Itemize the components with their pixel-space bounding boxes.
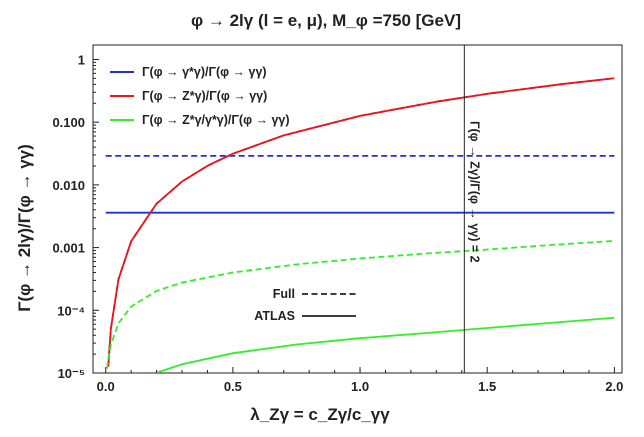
y-tick-label: 0.001 xyxy=(52,241,85,256)
y-tick-label: 0.100 xyxy=(52,115,85,130)
y-tick-label: 10⁻⁴ xyxy=(57,303,85,318)
style-legend-label: Full xyxy=(273,287,295,301)
x-axis-label: λ_Zγ = c_Zγ/c_γγ xyxy=(250,405,390,424)
style-legend-label: ATLAS xyxy=(254,309,295,323)
series-line-4-dashed xyxy=(107,77,615,367)
x-tick-label: 2.0 xyxy=(605,379,623,394)
y-tick-label: 0.010 xyxy=(52,178,85,193)
y-axis-label: Γ(φ → 2lγ)/Γ(φ → γγ) xyxy=(15,144,34,312)
legend-label: Γ(φ → γ*γ)/Γ(φ → γγ) xyxy=(142,65,267,79)
legend-label: Γ(φ → Z*γ)/Γ(φ → γγ) xyxy=(142,89,267,103)
x-tick-label: 1.5 xyxy=(478,379,496,394)
style-legend: Full ATLAS xyxy=(254,287,356,323)
chart-title: φ → 2lγ (l = e, μ), M_φ =750 [GeV] xyxy=(191,11,461,30)
plot-border xyxy=(92,44,623,374)
x-tick-label: 0.5 xyxy=(224,379,242,394)
x-tick-label: 1.0 xyxy=(351,379,369,394)
axes: 0.0 0.5 1.0 1.5 2.0 10⁻⁵ 10⁻⁴ 0.001 0.010 0.100 1 xyxy=(52,52,623,394)
plot-lines xyxy=(105,45,615,373)
x-tick-label: 0.0 xyxy=(97,379,115,394)
legend-label: Γ(φ → Z*γ/γ*γ)/Γ(φ → γγ) xyxy=(142,113,290,127)
legend: Γ(φ → γ*γ)/Γ(φ → γγ) Γ(φ → Z*γ)/Γ(φ → γγ)… xyxy=(110,65,290,127)
reference-vline-label: Γ(φ → Zγ)/Γ(φ → γγ) = 2 xyxy=(467,121,481,263)
series-line-6-solid xyxy=(156,316,615,373)
y-tick-label: 1 xyxy=(78,52,85,67)
plot-frame xyxy=(92,44,623,374)
y-tick-label: 10⁻⁵ xyxy=(58,366,85,381)
series-line-5-dashed xyxy=(106,239,615,369)
